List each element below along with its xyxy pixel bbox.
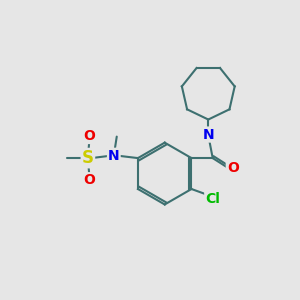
- Text: O: O: [83, 129, 95, 143]
- Text: O: O: [227, 161, 239, 176]
- Text: O: O: [83, 173, 95, 187]
- Text: S: S: [82, 149, 94, 167]
- Text: Cl: Cl: [205, 192, 220, 206]
- Text: N: N: [202, 128, 214, 142]
- Text: N: N: [108, 149, 120, 163]
